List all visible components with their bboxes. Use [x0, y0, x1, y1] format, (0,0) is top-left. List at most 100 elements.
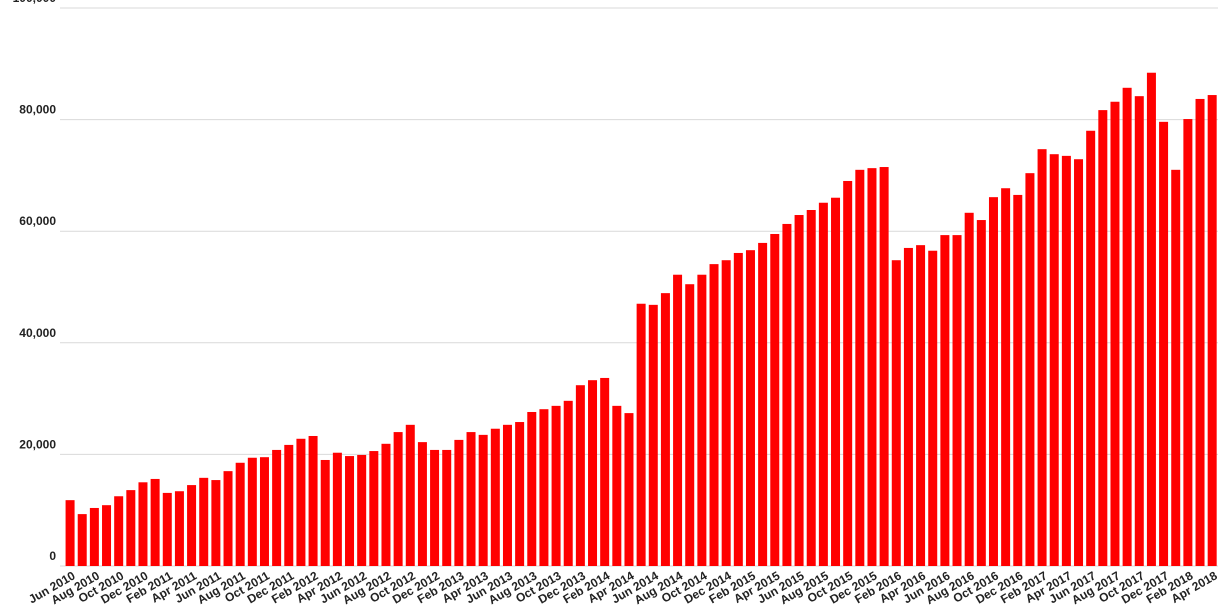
bar: [1061, 155, 1071, 566]
bar: [332, 452, 342, 566]
bar: [903, 247, 913, 566]
bar: [1171, 169, 1181, 566]
bar: [758, 242, 768, 566]
bar: [916, 245, 926, 566]
bar: [272, 449, 282, 566]
bar: [1134, 96, 1144, 566]
y-tick-label: 60,000: [19, 214, 56, 228]
y-tick-label: 40,000: [19, 326, 56, 340]
bar: [77, 514, 87, 566]
y-tick-label: 80,000: [19, 103, 56, 117]
bar: [1074, 159, 1084, 566]
bar: [843, 180, 853, 567]
bar: [1086, 130, 1096, 566]
bar: [733, 252, 743, 566]
bar: [162, 492, 172, 566]
bar: [673, 274, 683, 566]
bar: [259, 457, 269, 566]
bar: [588, 380, 598, 566]
bar: [1013, 194, 1023, 566]
bar: [223, 471, 233, 566]
bar: [308, 435, 318, 566]
bar: [502, 424, 512, 566]
bar: [697, 274, 707, 566]
bar: [721, 260, 731, 566]
bar: [405, 424, 415, 566]
bar: [636, 303, 646, 566]
bar: [65, 500, 75, 566]
bar: [648, 304, 658, 566]
bar: [114, 496, 124, 566]
bar: [1049, 154, 1059, 567]
bar: [1159, 121, 1169, 566]
y-tick-label: 20,000: [19, 437, 56, 451]
bar: [709, 264, 719, 566]
bar: [988, 197, 998, 567]
bar: [1110, 101, 1120, 566]
bar: [879, 167, 889, 566]
bar: [478, 434, 488, 566]
bar: [320, 459, 330, 566]
y-tick-label: 100,000: [13, 0, 57, 5]
bar: [940, 235, 950, 566]
bar: [891, 260, 901, 566]
bar: [393, 432, 403, 566]
bar: [1001, 188, 1011, 566]
bar: [745, 250, 755, 566]
bar: [442, 449, 452, 566]
bar: [624, 413, 634, 566]
bar: [102, 505, 112, 566]
bar: [187, 485, 197, 566]
bar: [1098, 110, 1108, 566]
bar: [806, 209, 816, 566]
bar: [211, 480, 221, 566]
bar: [1037, 149, 1047, 566]
bar: [551, 405, 561, 566]
bar: [928, 250, 938, 567]
bar: [454, 439, 464, 566]
bar: [357, 454, 367, 566]
bar: [126, 490, 136, 566]
bar: [770, 233, 780, 567]
bar: [539, 409, 549, 566]
bar: [296, 438, 306, 566]
bar: [1146, 72, 1156, 566]
bar: [612, 405, 622, 566]
bar: [235, 462, 245, 566]
bar: [867, 168, 877, 566]
bar: [855, 169, 865, 566]
bar: [89, 507, 99, 566]
bar: [563, 400, 573, 566]
bar: [685, 284, 695, 566]
bar: [831, 197, 841, 566]
bar: [1195, 98, 1205, 566]
bar: [782, 223, 792, 567]
bar: [430, 449, 440, 566]
bar: [575, 385, 585, 566]
bar: [818, 202, 828, 566]
bar: [369, 451, 379, 566]
bar: [174, 491, 184, 566]
bar: [247, 457, 257, 566]
bar: [150, 478, 160, 566]
bar: [976, 220, 986, 567]
bar: [515, 422, 525, 566]
bar: [527, 411, 537, 566]
bar: [794, 215, 804, 566]
bar: [660, 293, 670, 566]
bar: [964, 212, 974, 566]
bar: [381, 443, 391, 566]
bar: [417, 442, 427, 566]
bar: [600, 377, 610, 566]
bar: [345, 456, 355, 566]
bar: [1207, 95, 1217, 566]
bar: [199, 477, 209, 566]
bar: [284, 444, 294, 566]
y-tick-label: 0: [49, 549, 56, 563]
bar: [490, 428, 500, 566]
bar: [466, 432, 476, 566]
bar: [1025, 173, 1035, 566]
bar: [138, 482, 148, 566]
